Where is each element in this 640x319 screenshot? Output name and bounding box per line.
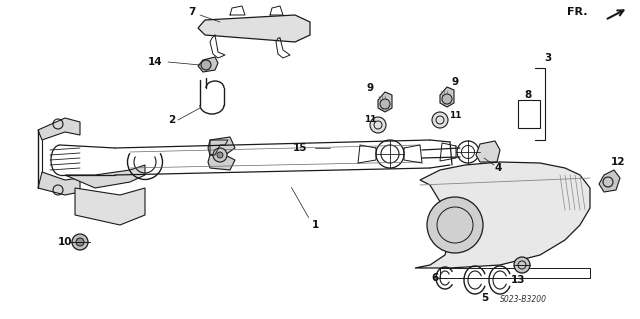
Polygon shape bbox=[599, 170, 620, 192]
Circle shape bbox=[432, 112, 448, 128]
Text: 8: 8 bbox=[524, 90, 532, 100]
Circle shape bbox=[370, 117, 386, 133]
Polygon shape bbox=[415, 162, 590, 268]
Polygon shape bbox=[198, 15, 310, 42]
Text: 10: 10 bbox=[58, 237, 72, 247]
Text: 9: 9 bbox=[451, 77, 459, 87]
Text: S023-B3200: S023-B3200 bbox=[500, 295, 547, 305]
Polygon shape bbox=[440, 87, 454, 107]
Text: 13: 13 bbox=[511, 275, 525, 285]
Circle shape bbox=[217, 152, 223, 158]
Circle shape bbox=[201, 60, 211, 70]
Text: 7: 7 bbox=[188, 7, 196, 17]
Polygon shape bbox=[208, 155, 235, 170]
Circle shape bbox=[76, 238, 84, 246]
Polygon shape bbox=[75, 188, 145, 225]
Text: 12: 12 bbox=[611, 157, 625, 167]
Circle shape bbox=[380, 99, 390, 109]
Text: 14: 14 bbox=[148, 57, 163, 67]
Text: 15: 15 bbox=[292, 143, 307, 153]
Circle shape bbox=[213, 148, 227, 162]
Polygon shape bbox=[518, 100, 540, 128]
Polygon shape bbox=[38, 118, 80, 140]
Polygon shape bbox=[38, 172, 80, 195]
Polygon shape bbox=[378, 92, 392, 112]
Text: FR.: FR. bbox=[568, 7, 588, 17]
Text: 5: 5 bbox=[481, 293, 488, 303]
Polygon shape bbox=[198, 57, 218, 72]
Circle shape bbox=[72, 234, 88, 250]
Text: 11: 11 bbox=[364, 115, 376, 124]
Text: 11: 11 bbox=[449, 110, 461, 120]
Circle shape bbox=[427, 197, 483, 253]
Text: 2: 2 bbox=[168, 115, 175, 125]
Text: 4: 4 bbox=[494, 163, 502, 173]
Text: 1: 1 bbox=[312, 220, 319, 230]
Circle shape bbox=[442, 94, 452, 104]
Text: 3: 3 bbox=[545, 53, 552, 63]
Circle shape bbox=[514, 257, 530, 273]
Text: 9: 9 bbox=[367, 83, 374, 93]
Polygon shape bbox=[65, 165, 145, 188]
Polygon shape bbox=[208, 137, 235, 155]
Polygon shape bbox=[476, 141, 500, 162]
Text: 6: 6 bbox=[431, 273, 438, 283]
